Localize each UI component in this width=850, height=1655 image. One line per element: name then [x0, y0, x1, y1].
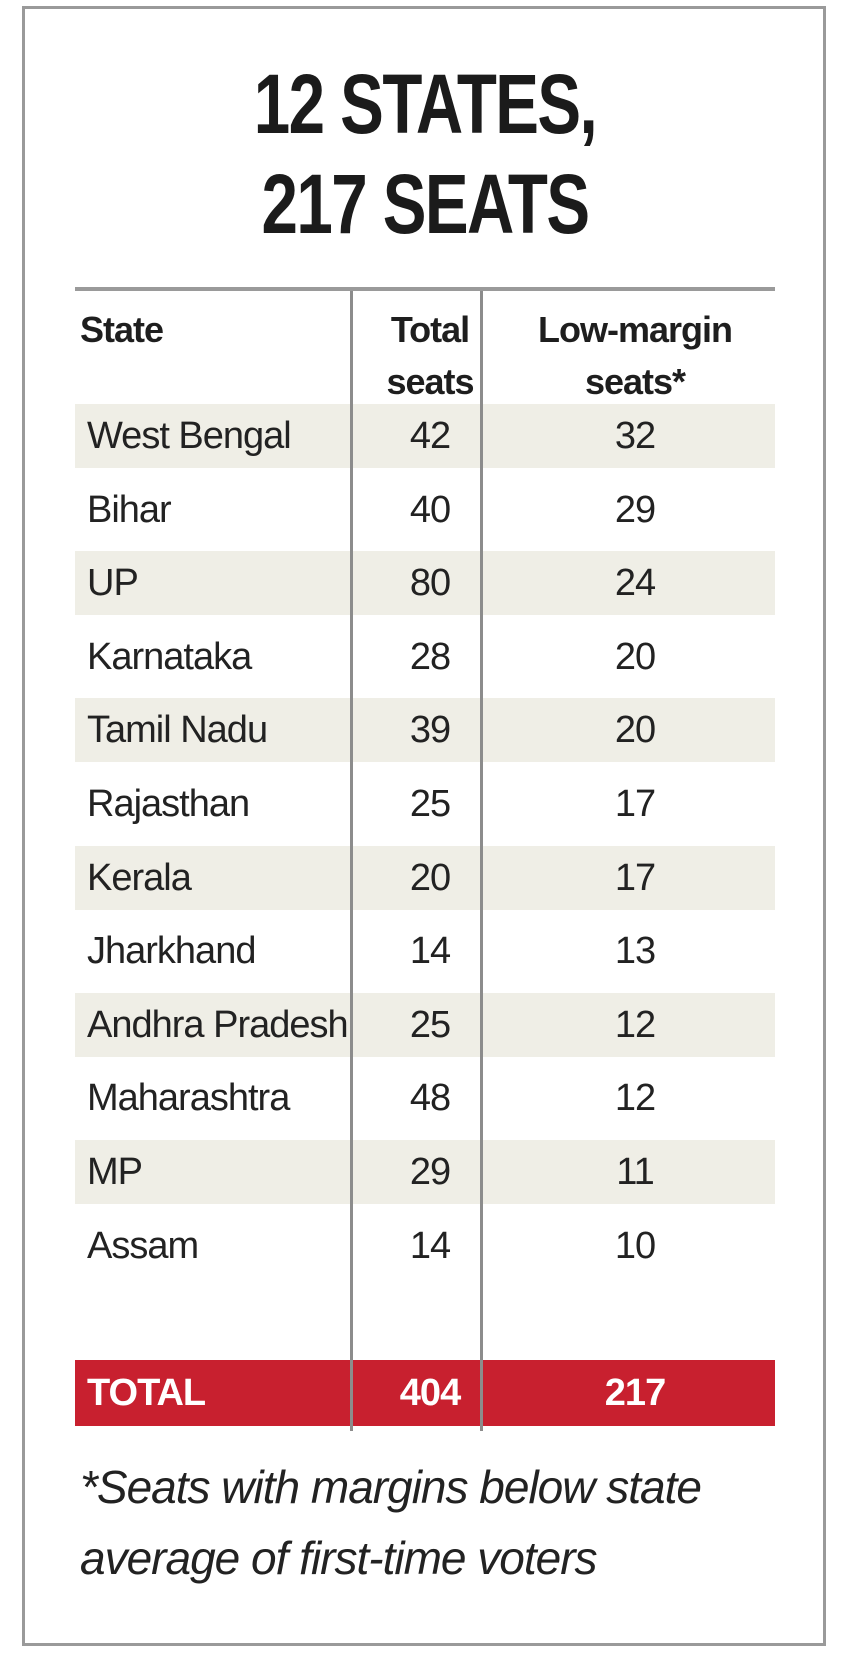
header-low-line-1: Low-margin — [538, 309, 733, 350]
header-total-line-1: Total — [390, 309, 470, 350]
table-row: Tamil Nadu 39 20 — [75, 698, 775, 763]
state-cell: Karnataka — [87, 635, 252, 678]
low-margin-cell: 17 — [614, 783, 656, 825]
total-label: TOTAL — [87, 1372, 206, 1414]
total-row: TOTAL 404 217 — [75, 1360, 775, 1426]
low-margin-cell: 10 — [614, 1224, 656, 1267]
state-cell: West Bengal — [87, 415, 292, 457]
total-seats-cell: 40 — [409, 488, 451, 531]
header-low-margin-seats: Low-margin seats* — [500, 304, 770, 408]
low-margin-cell: 13 — [614, 930, 656, 973]
low-margin-cell: 20 — [614, 709, 656, 752]
total-seats-cell: 20 — [409, 856, 451, 899]
state-cell: Andhra Pradesh — [87, 1003, 349, 1046]
table-row: West Bengal 42 32 — [75, 404, 775, 468]
total-seats-cell: 28 — [409, 635, 451, 678]
low-margin-cell: 12 — [614, 1003, 656, 1046]
title-line-2: 217 SEATS — [261, 157, 590, 251]
total-seats-cell: 25 — [409, 783, 451, 825]
table-row: Kerala 20 17 — [75, 845, 775, 910]
state-cell: Jharkhand — [87, 930, 256, 973]
low-margin-cell: 11 — [616, 1151, 654, 1193]
total-seats-sum: 404 — [399, 1372, 461, 1414]
total-seats-cell: 14 — [409, 1224, 451, 1267]
column-divider-2 — [480, 291, 483, 1431]
low-margin-sum: 217 — [604, 1372, 666, 1414]
header-state: State — [80, 309, 164, 350]
total-seats-cell: 25 — [409, 1003, 451, 1046]
state-cell: Kerala — [87, 856, 192, 899]
footnote-line-1: *Seats with margins below state — [80, 1461, 702, 1513]
footnote-line-2: average of first-time voters — [80, 1532, 598, 1584]
table-row: Andhra Pradesh 25 12 — [75, 992, 775, 1057]
low-margin-cell: 20 — [614, 635, 656, 678]
table-row: Bihar 40 29 — [75, 478, 775, 542]
total-seats-cell: 80 — [409, 562, 451, 605]
total-seats-cell: 39 — [409, 709, 451, 752]
table-row: Maharashtra 48 12 — [75, 1066, 775, 1130]
table-row: Jharkhand 14 13 — [75, 919, 775, 983]
header-total-seats: Total seats — [370, 304, 490, 408]
table-top-rule — [75, 287, 775, 291]
state-cell: Tamil Nadu — [87, 709, 268, 752]
table-row: Assam 14 10 — [75, 1214, 775, 1278]
low-margin-cell: 29 — [614, 488, 656, 531]
low-margin-cell: 24 — [614, 562, 656, 605]
state-cell: Bihar — [87, 488, 172, 531]
total-seats-cell: 14 — [409, 930, 451, 973]
state-cell: MP — [87, 1151, 143, 1193]
column-divider-1 — [350, 291, 353, 1431]
table-row: Rajasthan 25 17 — [75, 772, 775, 836]
low-margin-cell: 17 — [614, 856, 656, 899]
header-total-line-2: seats — [386, 361, 474, 402]
table-row: Karnataka 28 20 — [75, 625, 775, 689]
state-cell: Maharashtra — [87, 1077, 290, 1120]
total-seats-cell: 42 — [409, 415, 451, 457]
title-line-1: 12 STATES, — [253, 57, 598, 151]
state-cell: Assam — [87, 1224, 199, 1267]
state-cell: Rajasthan — [87, 783, 250, 825]
table-row: MP 29 11 — [75, 1140, 775, 1204]
header-low-line-2: seats* — [584, 361, 686, 402]
total-seats-cell: 29 — [409, 1151, 451, 1193]
table-row: UP 80 24 — [75, 551, 775, 616]
state-cell: UP — [87, 562, 139, 605]
low-margin-cell: 12 — [614, 1077, 656, 1120]
total-seats-cell: 48 — [409, 1077, 451, 1120]
low-margin-cell: 32 — [614, 415, 656, 457]
